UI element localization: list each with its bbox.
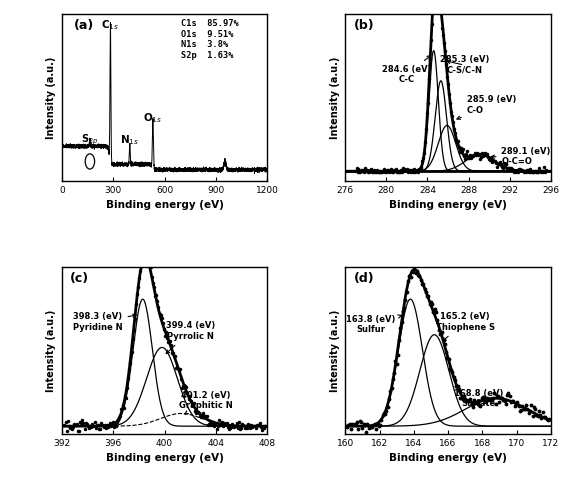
Text: 165.2 (eV)
Thiophene S: 165.2 (eV) Thiophene S (436, 312, 495, 341)
Text: S$_{2p}$: S$_{2p}$ (81, 133, 98, 147)
Text: 168.8 (eV)
Sulfate: 168.8 (eV) Sulfate (454, 388, 504, 408)
Y-axis label: Intensity (a.u.): Intensity (a.u.) (330, 309, 340, 392)
Text: (b): (b) (353, 19, 374, 32)
Text: O$_{1s}$: O$_{1s}$ (143, 111, 162, 125)
X-axis label: Binding energy (eV): Binding energy (eV) (389, 453, 507, 463)
Text: C1s  85.97%
O1s  9.51%
N1s  3.8%
S2p  1.63%: C1s 85.97% O1s 9.51% N1s 3.8% S2p 1.63% (181, 19, 239, 60)
X-axis label: Binding energy (eV): Binding energy (eV) (389, 201, 507, 210)
Text: 285.3 (eV)
C-S/C-N: 285.3 (eV) C-S/C-N (440, 55, 489, 75)
Y-axis label: Intensity (a.u.): Intensity (a.u.) (46, 56, 56, 139)
Text: (a): (a) (74, 19, 94, 32)
Text: C$_{1s}$: C$_{1s}$ (102, 18, 119, 32)
Text: (d): (d) (353, 272, 374, 285)
Text: 399.4 (eV)
Pyrrolic N: 399.4 (eV) Pyrrolic N (166, 321, 215, 354)
X-axis label: Binding energy (eV): Binding energy (eV) (106, 201, 224, 210)
Text: 289.1 (eV)
O-C=O: 289.1 (eV) O-C=O (491, 147, 551, 166)
Text: 401.2 (eV)
Graphitic N: 401.2 (eV) Graphitic N (179, 391, 233, 414)
Y-axis label: Intensity (a.u.): Intensity (a.u.) (46, 309, 56, 392)
Text: 163.8 (eV)
Sulfur: 163.8 (eV) Sulfur (346, 315, 402, 334)
Text: 284.6 (eV)
C-C: 284.6 (eV) C-C (382, 55, 432, 84)
Text: 398.3 (eV)
Pyridine N: 398.3 (eV) Pyridine N (73, 312, 136, 332)
Text: N$_{1s}$: N$_{1s}$ (120, 134, 139, 147)
Y-axis label: Intensity (a.u.): Intensity (a.u.) (330, 56, 340, 139)
Text: (c): (c) (70, 272, 89, 285)
Text: 285.9 (eV)
C-O: 285.9 (eV) C-O (457, 95, 516, 120)
X-axis label: Binding energy (eV): Binding energy (eV) (106, 453, 224, 463)
